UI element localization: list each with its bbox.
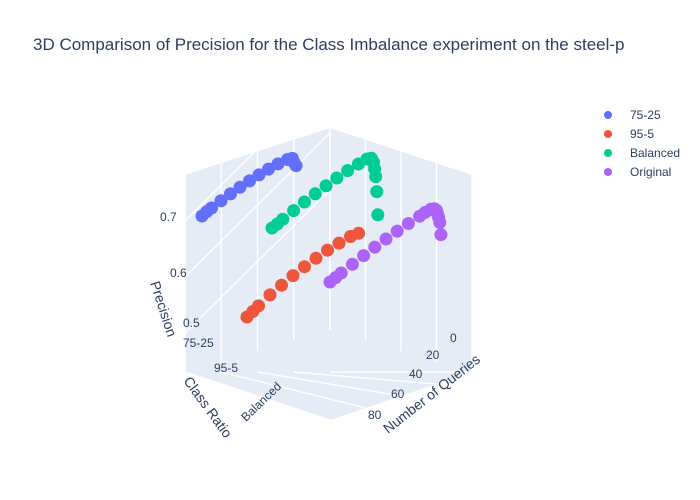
data-point xyxy=(308,187,322,201)
data-point xyxy=(298,260,311,274)
data-point xyxy=(224,187,237,201)
grid-line xyxy=(221,371,366,409)
data-point xyxy=(252,299,265,313)
data-point xyxy=(297,195,311,209)
z-tick-label: 0.5 xyxy=(183,316,200,330)
data-point xyxy=(252,168,266,182)
legend-item[interactable]: 95-5 xyxy=(604,127,654,141)
data-point xyxy=(334,266,348,280)
data-point xyxy=(379,232,393,246)
legend-marker xyxy=(604,111,612,119)
z-axis-ticks: 0.7 0.6 0.5 xyxy=(160,210,200,330)
legend-label: Balanced xyxy=(630,146,680,160)
y-tick-label: 95-5 xyxy=(214,361,238,375)
x-tick-label: 80 xyxy=(368,408,382,422)
data-point xyxy=(370,185,384,199)
data-point xyxy=(401,217,415,230)
z-tick-label: 0.7 xyxy=(160,210,177,224)
chart-title: 3D Comparison of Precision for the Class… xyxy=(33,35,625,54)
legend-marker xyxy=(604,149,612,157)
grid-line xyxy=(257,371,402,397)
grid-line xyxy=(184,371,331,421)
grid-lines xyxy=(184,76,473,421)
data-point xyxy=(433,216,447,229)
legend-marker xyxy=(604,168,612,176)
data-point xyxy=(341,164,355,178)
data-point xyxy=(330,171,344,185)
data-point xyxy=(368,240,382,254)
x-axis-ticks: 0 20 40 60 80 xyxy=(368,331,457,422)
scene-panes xyxy=(185,128,472,420)
grid-line xyxy=(293,371,437,385)
data-point xyxy=(357,249,371,263)
x-tick-label: 20 xyxy=(426,348,440,362)
data-point xyxy=(287,204,301,218)
data-point xyxy=(321,243,334,257)
legend-item[interactable]: 75-25 xyxy=(604,108,661,122)
data-point xyxy=(369,170,383,184)
data-point xyxy=(205,201,218,215)
x-tick-label: 0 xyxy=(450,331,457,345)
data-point xyxy=(289,159,303,173)
legend-label: Original xyxy=(630,165,671,179)
legend[interactable]: 75-25 95-5 Balanced Original xyxy=(604,108,680,179)
data-points xyxy=(195,151,448,324)
legend-marker xyxy=(604,130,612,138)
legend-item[interactable]: Original xyxy=(604,165,671,179)
data-point xyxy=(262,162,275,176)
data-point xyxy=(345,257,359,271)
data-point xyxy=(390,224,404,238)
data-point xyxy=(309,251,323,265)
data-point xyxy=(214,194,228,208)
legend-label: 75-25 xyxy=(630,108,661,122)
data-point xyxy=(371,208,385,222)
data-point xyxy=(332,236,346,250)
legend-label: 95-5 xyxy=(630,127,654,141)
data-point xyxy=(352,226,366,240)
grid-line xyxy=(184,76,331,222)
data-point xyxy=(243,174,256,188)
z-axis-title: Precision xyxy=(147,279,180,339)
data-point xyxy=(319,179,333,193)
data-point xyxy=(276,212,290,226)
data-point xyxy=(434,228,448,242)
data-point xyxy=(233,180,247,194)
data-point xyxy=(263,288,277,302)
z-tick-label: 0.6 xyxy=(170,266,187,280)
data-point xyxy=(286,269,300,283)
legend-item[interactable]: Balanced xyxy=(604,146,680,160)
x-tick-label: 60 xyxy=(391,387,405,401)
y-tick-label: 75-25 xyxy=(183,336,214,350)
data-point xyxy=(275,278,288,292)
x-tick-label: 40 xyxy=(409,367,423,381)
